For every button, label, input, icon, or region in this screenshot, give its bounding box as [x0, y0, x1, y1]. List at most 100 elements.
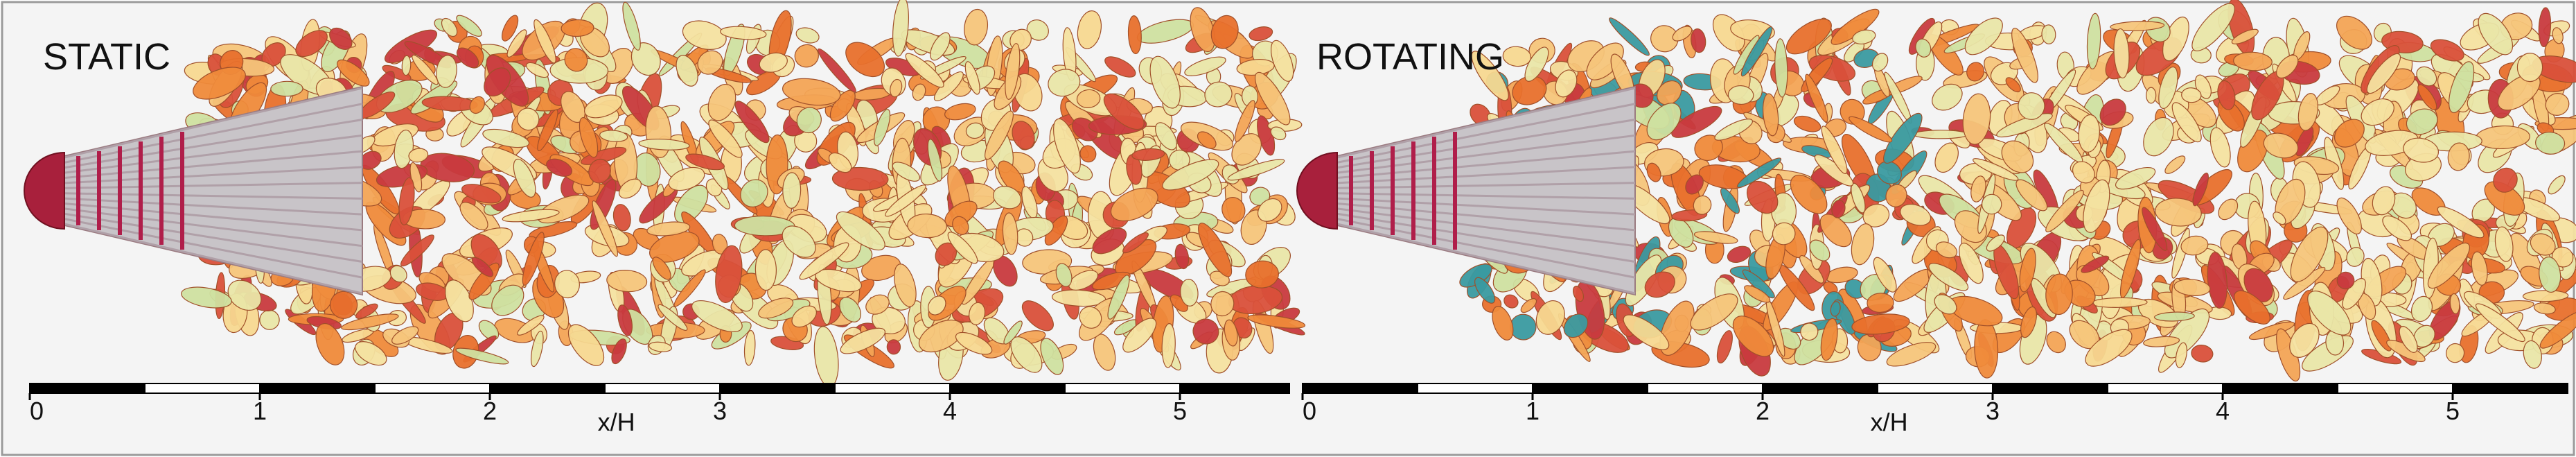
vortex-blob	[1790, 174, 1828, 214]
vortex-blob	[646, 221, 691, 236]
scale-bar: 0 1 2 3 4 5 x/H	[28, 383, 1290, 436]
vortex-blob	[2218, 198, 2239, 221]
vortex-blob	[1690, 293, 1738, 331]
vortex-blob	[2041, 24, 2056, 44]
vortex-blob	[2382, 215, 2412, 241]
vortex-blob	[2372, 186, 2396, 216]
vortex-blob	[715, 245, 743, 303]
vortex-blob	[181, 286, 232, 309]
vortex-blob	[993, 185, 1022, 209]
vortex-blob	[817, 48, 856, 93]
vortex-blob	[697, 50, 723, 75]
vortex-blob	[611, 338, 627, 365]
vortex-blob	[1055, 263, 1073, 287]
vortex-blob	[799, 242, 849, 280]
vortex-blob	[2446, 343, 2465, 363]
vortex-blob	[892, 0, 909, 57]
vortex-blob	[2552, 27, 2564, 44]
flow-panel	[1296, 0, 2576, 382]
axis-label: x/H	[598, 408, 635, 436]
vortex-blob	[2263, 132, 2299, 159]
vortex-blob	[2234, 290, 2270, 325]
tick-label: 5	[2446, 397, 2460, 425]
vortex-blob	[2539, 311, 2576, 349]
scale-segment	[1992, 383, 2108, 394]
vortex-blob	[1831, 200, 1846, 218]
feather-shaft	[1336, 218, 1636, 279]
tick-label: 1	[1526, 397, 1540, 425]
vortex-blob	[1915, 38, 1932, 58]
vortex-blob	[1255, 71, 1291, 126]
vortex-blob	[1900, 203, 1932, 226]
scale-segment	[1302, 383, 1418, 394]
vortex-blob	[1772, 222, 1796, 245]
vortex-blob	[1257, 198, 1282, 222]
vortex-blob	[482, 128, 530, 148]
vortex-blob	[1885, 184, 1907, 207]
vortex-blob	[579, 117, 599, 158]
scale-segment	[604, 383, 721, 394]
scale-segment	[2452, 383, 2568, 394]
vortex-blob	[2545, 93, 2570, 116]
vortex-blob	[513, 158, 536, 198]
vortex-blob	[1077, 10, 1102, 49]
vortex-blob	[2471, 251, 2488, 286]
vortex-blob	[1198, 223, 1233, 277]
vortex-blob	[530, 330, 544, 368]
scale-segment	[1877, 383, 1993, 394]
vortex-blob	[2085, 329, 2133, 367]
vortex-blob	[933, 71, 964, 101]
feather-shaft	[64, 197, 363, 216]
vortex-blob	[355, 303, 378, 319]
vortex-blob	[2410, 295, 2433, 322]
vortex-blob	[401, 55, 412, 76]
vortex-blob	[1474, 277, 1496, 304]
vortex-blob	[1714, 119, 1754, 141]
vortex-blob	[2158, 66, 2178, 110]
vortex-blob	[484, 67, 511, 97]
vortex-blob	[964, 61, 980, 95]
vortex-blob	[1934, 294, 1957, 315]
vortex-blob	[1512, 76, 1547, 105]
vortex-blob	[734, 101, 770, 144]
vortex-blob	[743, 329, 756, 366]
vortex-blob	[2406, 108, 2438, 135]
vortex-blob	[759, 52, 788, 73]
vortex-blob	[2447, 142, 2470, 171]
tick-label: 3	[1986, 397, 2000, 425]
vortex-blob	[1503, 294, 1519, 309]
scale-segment	[1064, 383, 1181, 394]
vortex-blob	[1210, 15, 1239, 49]
vortex-blob	[894, 264, 917, 307]
feather-shaft	[64, 202, 363, 232]
vortex-blob	[599, 130, 628, 142]
vortex-blob	[1862, 203, 1890, 227]
vortex-blob	[1155, 122, 1177, 150]
vortex-blob	[2164, 308, 2210, 359]
feather-shaft	[64, 150, 363, 180]
vortex-blob	[1210, 291, 1235, 317]
feather-shaft	[1336, 192, 1636, 200]
feather-shaft	[1336, 202, 1636, 232]
vortex-blob	[740, 179, 768, 207]
vortex-blob	[1727, 85, 1754, 105]
vortex-blob	[1732, 316, 1774, 357]
vortex-blob	[2164, 155, 2186, 174]
vortex-blob	[1785, 18, 1832, 55]
vortex-blob	[2083, 179, 2110, 233]
vortex-blob	[1691, 28, 1706, 53]
vortex-blob	[828, 152, 852, 173]
vortex-blob	[1851, 313, 1910, 335]
tick-label: 1	[253, 397, 267, 425]
scale-segment	[2337, 383, 2453, 394]
vortex-blob	[947, 232, 978, 264]
vortex-blob	[537, 109, 558, 152]
vortex-blob	[1852, 29, 1876, 44]
vortex-blob	[1932, 83, 1963, 111]
panel-title: ROTATING	[1316, 36, 1504, 78]
feather-shaft	[64, 134, 363, 174]
vortex-blob	[533, 19, 556, 64]
vortex-blob	[1805, 74, 1828, 123]
vortex-blob	[1524, 46, 1549, 82]
vortex-blob	[1962, 93, 1991, 145]
